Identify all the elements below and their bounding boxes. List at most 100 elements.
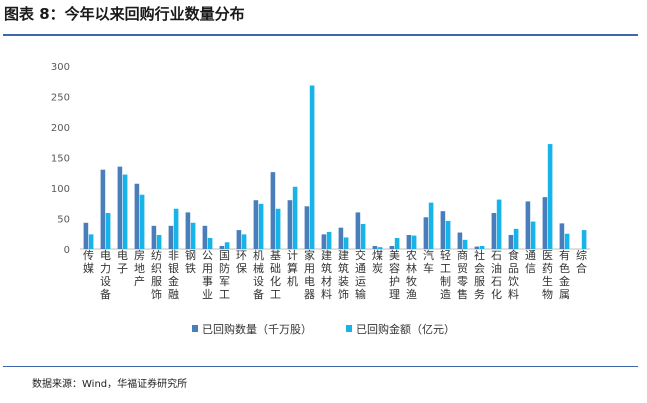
bar-series1-17 xyxy=(372,245,378,249)
bar-series1-21 xyxy=(440,211,446,249)
category-label: 传媒 xyxy=(83,249,94,275)
bar-series1-18 xyxy=(389,245,395,249)
bar-series2-7 xyxy=(207,238,213,249)
bar-series1-2 xyxy=(117,166,123,249)
bar-series2-8 xyxy=(224,242,230,249)
y-axis-ticks: 0 50 100 150 200 250 300 xyxy=(51,62,70,256)
category-labels: 传媒电力设备电子房地产纺织服饰非银金融钢铁公用事业国防军工环保机械设备基础化工计… xyxy=(83,248,587,301)
category-label: 基础化工 xyxy=(270,249,281,301)
bar-series1-20 xyxy=(423,217,429,249)
category-label: 交通运输 xyxy=(355,248,366,301)
y-tick-label: 100 xyxy=(51,184,70,195)
category-label: 钢铁 xyxy=(185,249,196,275)
category-label: 医药生物 xyxy=(542,249,553,301)
bar-series2-0 xyxy=(88,234,94,249)
legend: 已回购数量（千万股） 已回购金额（亿元） xyxy=(192,322,455,336)
bar-series2-2 xyxy=(122,174,128,249)
bar-series1-26 xyxy=(525,201,531,249)
category-label: 煤炭 xyxy=(372,249,383,275)
y-tick-label: 150 xyxy=(51,154,70,165)
bar-series1-0 xyxy=(83,222,89,249)
category-label: 食品饮料 xyxy=(508,248,519,301)
legend-swatch-1 xyxy=(192,325,198,332)
bar-series1-7 xyxy=(202,225,208,249)
category-label: 电子 xyxy=(117,249,128,275)
bar-series2-19 xyxy=(411,235,417,249)
category-label: 有色金属 xyxy=(559,248,570,301)
bar-series2-3 xyxy=(139,194,145,249)
bar-series1-3 xyxy=(134,183,140,249)
bar-series1-13 xyxy=(304,206,310,249)
y-tick-label: 200 xyxy=(51,123,70,134)
category-label: 纺织服饰 xyxy=(151,248,162,301)
category-label: 农林牧渔 xyxy=(406,248,417,301)
category-label: 家用电器 xyxy=(304,248,315,301)
bar-series2-9 xyxy=(241,234,247,249)
bar-series2-4 xyxy=(156,234,162,249)
bar-series2-27 xyxy=(547,144,553,249)
category-label: 环保 xyxy=(236,249,247,275)
bar-series1-28 xyxy=(559,223,565,249)
category-label: 综合 xyxy=(576,248,587,275)
y-tick-label: 50 xyxy=(57,215,70,226)
category-label: 机械设备 xyxy=(253,248,264,301)
category-label: 建筑材料 xyxy=(321,248,332,301)
bar-series1-12 xyxy=(287,200,293,249)
y-tick-label: 0 xyxy=(64,245,70,256)
bars xyxy=(83,85,587,250)
category-label: 石油石化 xyxy=(491,249,502,301)
bar-series2-5 xyxy=(173,208,179,249)
category-label: 电力设备 xyxy=(100,249,111,301)
bar-series1-16 xyxy=(355,212,361,249)
category-label: 美容护理 xyxy=(389,249,400,301)
bar-series2-20 xyxy=(428,202,434,249)
bar-series2-21 xyxy=(445,220,451,249)
bar-series1-22 xyxy=(457,232,463,249)
figure-title: 图表 8：今年以来回购行业数量分布 xyxy=(4,5,245,23)
bar-series1-9 xyxy=(236,230,242,249)
bar-series2-22 xyxy=(462,239,468,249)
bar-series2-28 xyxy=(564,233,570,249)
legend-label-1: 已回购数量（千万股） xyxy=(202,322,312,336)
bar-series2-24 xyxy=(496,199,502,249)
category-label: 社会服务 xyxy=(474,248,485,301)
category-label: 建筑装饰 xyxy=(338,248,349,301)
footer-rule xyxy=(3,366,638,367)
category-label: 非银金融 xyxy=(168,249,179,301)
bar-series2-25 xyxy=(513,228,519,249)
category-label: 房地产 xyxy=(134,249,145,288)
bar-series2-6 xyxy=(190,222,196,249)
bar-series2-16 xyxy=(360,223,366,249)
bar-series2-26 xyxy=(530,221,536,249)
bar-series2-18 xyxy=(394,238,400,249)
category-label: 公用事业 xyxy=(202,249,213,301)
bar-series1-1 xyxy=(100,169,106,249)
bar-series2-17 xyxy=(377,247,383,249)
bar-series1-23 xyxy=(474,246,480,249)
legend-swatch-2 xyxy=(346,325,352,332)
bar-series1-24 xyxy=(491,213,497,249)
bar-series2-10 xyxy=(258,203,264,249)
bar-series1-4 xyxy=(151,225,157,249)
bar-series1-11 xyxy=(270,172,276,249)
bar-series1-6 xyxy=(185,212,191,249)
category-label: 计算机 xyxy=(287,249,298,288)
bar-series1-27 xyxy=(542,197,548,249)
legend-label-2: 已回购金额（亿元） xyxy=(356,322,455,336)
bar-chart: 0 50 100 150 200 250 300 传媒电力设备电子房地产纺织服饰非银金融钢铁… xyxy=(51,62,590,336)
bar-series1-15 xyxy=(338,227,344,249)
bar-series1-14 xyxy=(321,234,327,249)
bar-series1-5 xyxy=(168,225,174,249)
bar-series2-1 xyxy=(105,213,111,249)
category-label: 轻工制造 xyxy=(440,248,451,301)
title-rule xyxy=(3,34,638,36)
bar-series1-8 xyxy=(219,245,225,249)
bar-series2-13 xyxy=(309,85,315,250)
category-label: 商贸零售 xyxy=(457,248,468,301)
bar-series2-11 xyxy=(275,208,281,249)
category-label: 国防军工 xyxy=(219,249,230,301)
y-tick-label: 250 xyxy=(51,93,70,104)
bar-series1-10 xyxy=(253,200,259,249)
bar-series2-29 xyxy=(581,230,587,249)
category-label: 汽车 xyxy=(423,248,434,275)
